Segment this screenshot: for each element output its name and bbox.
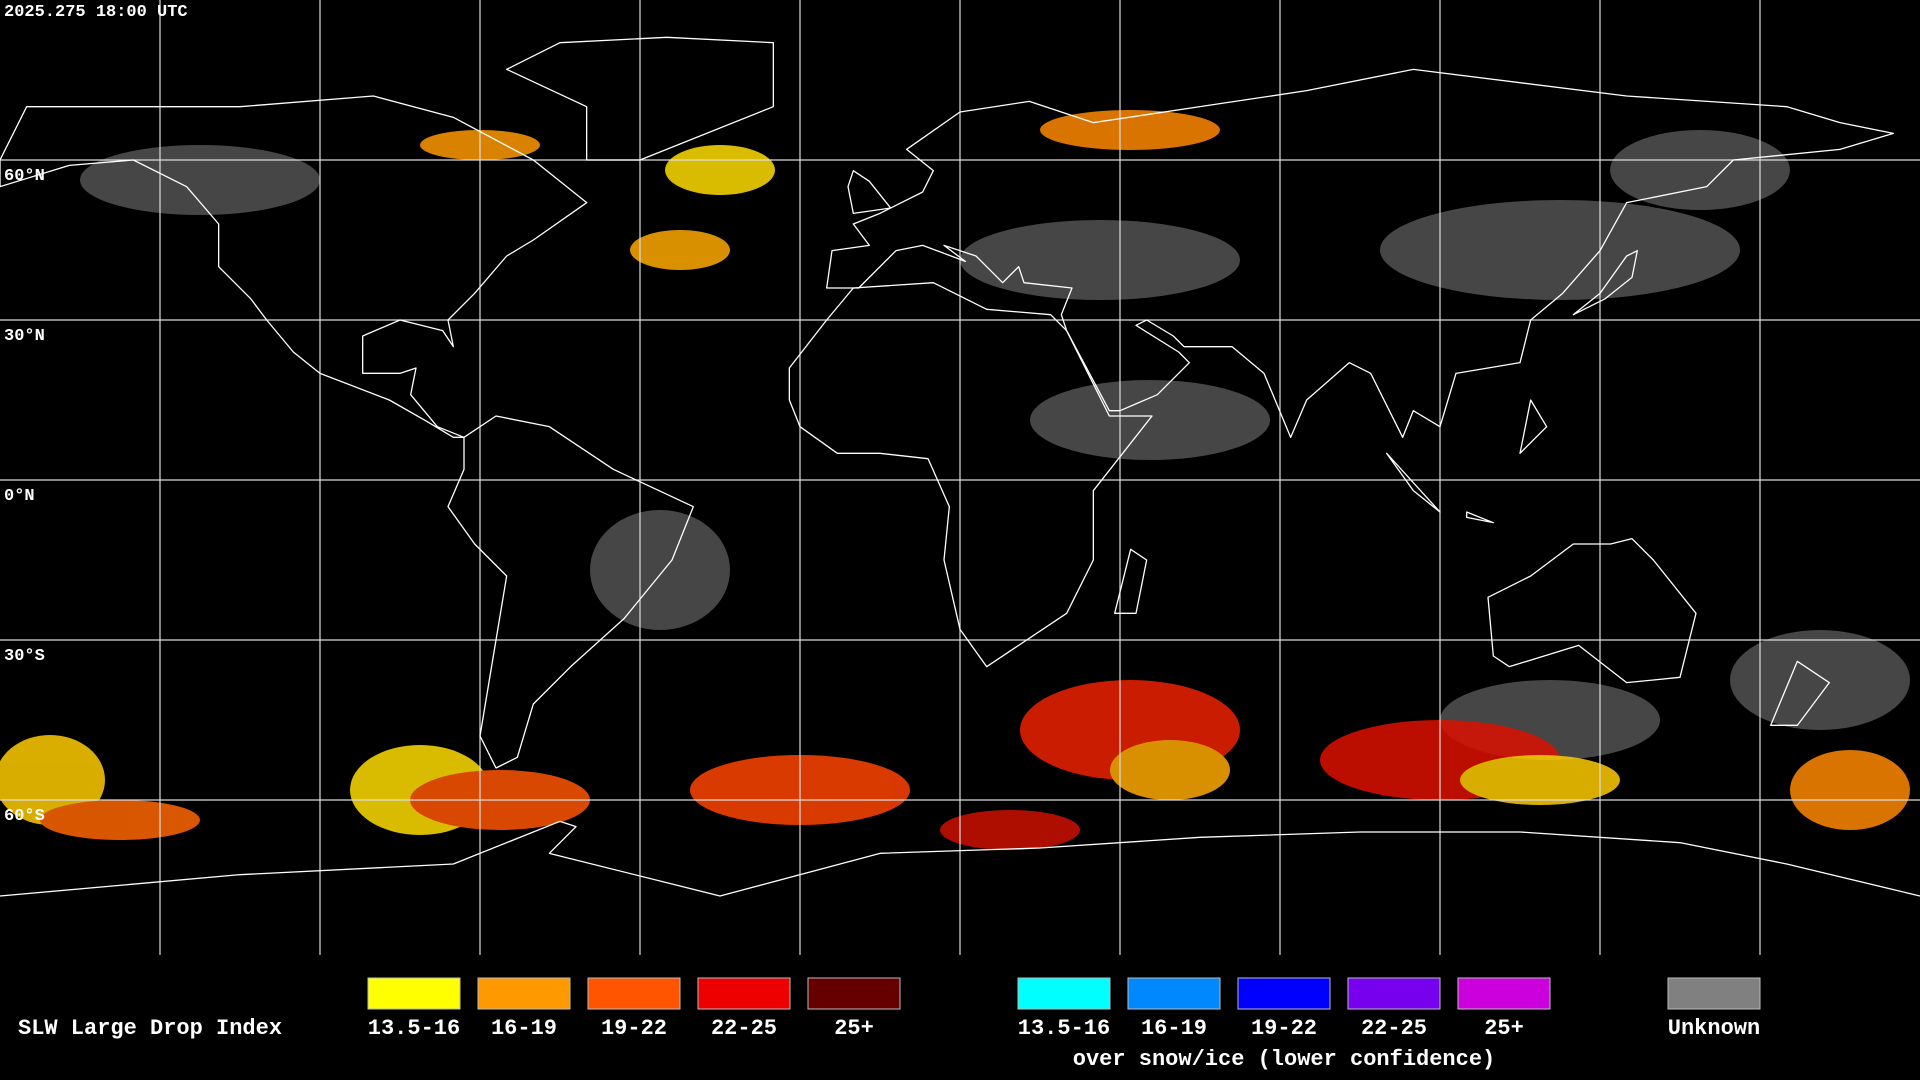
latitude-label: 0°N [4, 487, 35, 506]
legend-swatch [1347, 977, 1441, 1010]
timestamp: 2025.275 18:00 UTC [4, 3, 188, 22]
latitude-label: 60°S [4, 807, 45, 826]
legend-label: 16-19 [1141, 1016, 1207, 1041]
legend-swatch [1237, 977, 1331, 1010]
legend-label: 13.5-16 [368, 1016, 460, 1041]
legend-title: SLW Large Drop Index [18, 1016, 282, 1041]
legend-label: 13.5-16 [1018, 1016, 1110, 1041]
legend-label: 25+ [1484, 1016, 1524, 1041]
legend-label: 19-22 [1251, 1016, 1317, 1041]
legend-swatch [697, 977, 791, 1010]
legend-swatch [1457, 977, 1551, 1010]
legend-swatch [1017, 977, 1111, 1010]
latitude-label: 30°N [4, 327, 45, 346]
latitude-labels: 60°N 30°N 0°N 30°S 60°S [4, 167, 45, 826]
legend-swatch [1667, 977, 1761, 1010]
legend-label: 22-25 [1361, 1016, 1427, 1041]
legend: 13.5-16 16-19 19-22 22-25 25+ 13.5-16 16-19 19-… [367, 977, 1761, 1072]
legend-label: 19-22 [601, 1016, 667, 1041]
cloud-field [0, 110, 1910, 850]
legend-swatch [807, 977, 901, 1010]
legend-swatch [367, 977, 461, 1010]
legend-swatch [1127, 977, 1221, 1010]
legend-label: 22-25 [711, 1016, 777, 1041]
latitude-label: 60°N [4, 167, 45, 186]
legend-swatch [587, 977, 681, 1010]
latitude-label: 30°S [4, 647, 45, 666]
graticule [0, 0, 1920, 955]
legend-label: Unknown [1668, 1016, 1760, 1041]
coastlines [0, 37, 1920, 896]
legend-swatch [477, 977, 571, 1010]
legend-label: 16-19 [491, 1016, 557, 1041]
legend-caption: over snow/ice (lower confidence) [1073, 1047, 1495, 1072]
legend-label: 25+ [834, 1016, 874, 1041]
